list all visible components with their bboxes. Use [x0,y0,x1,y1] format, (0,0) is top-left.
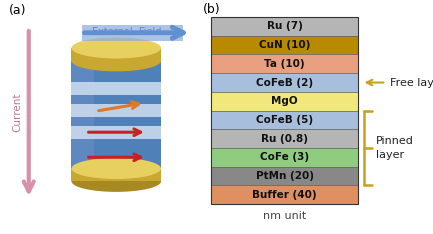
Ellipse shape [71,171,161,192]
Ellipse shape [71,37,161,58]
Bar [71,126,161,139]
Bar [71,104,161,117]
Text: nm unit: nm unit [263,211,306,221]
Bar [71,168,161,181]
Ellipse shape [71,158,161,179]
Text: CoFeB (5): CoFeB (5) [256,115,313,125]
Text: Buffer (40): Buffer (40) [252,190,317,200]
Bar [211,36,358,55]
Bar [211,92,358,111]
Text: External  Field: External Field [92,27,161,37]
Text: PtMn (20): PtMn (20) [255,171,313,181]
Text: MgO: MgO [271,96,298,106]
Bar [211,17,358,36]
Text: H > Hc: H > Hc [98,42,135,52]
Text: Ta (10): Ta (10) [264,59,305,69]
Bar [71,61,161,168]
Text: (b): (b) [203,3,220,16]
Text: Free layer: Free layer [390,77,433,88]
Text: Pinned
layer: Pinned layer [376,136,414,160]
Bar [71,61,94,168]
Bar [211,186,358,204]
Ellipse shape [71,52,161,69]
Ellipse shape [71,50,161,71]
Text: (a): (a) [8,4,26,17]
Bar [211,17,358,204]
Bar [71,82,161,95]
Bar [211,167,358,186]
Bar [211,148,358,167]
Text: Ru (0.8): Ru (0.8) [261,134,308,144]
Bar [211,73,358,92]
Bar [82,25,184,41]
Text: Ru (7): Ru (7) [267,21,303,31]
Text: Current: Current [13,93,23,132]
Bar [211,111,358,129]
Text: CuN (10): CuN (10) [259,40,310,50]
Text: CoFe (3): CoFe (3) [260,152,309,162]
Bar [211,55,358,73]
Bar [211,129,358,148]
Text: CoFeB (2): CoFeB (2) [256,77,313,88]
Bar [71,48,161,61]
